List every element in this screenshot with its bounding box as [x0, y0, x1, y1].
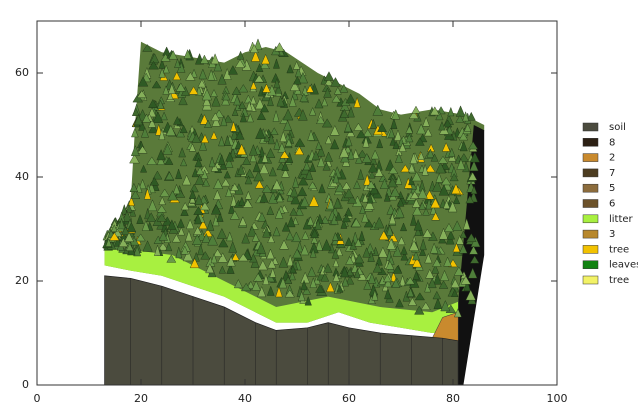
- legend-label: 7: [609, 168, 615, 179]
- x-tick-label: 100: [547, 392, 568, 405]
- tree-icon: [456, 106, 465, 117]
- chart: 0 20 40 60 80 100 0 20 40 60 soil 8 2 7 5 6 litter 3 tree…: [0, 0, 638, 407]
- legend-swatch: [583, 123, 598, 131]
- legend-label: 3: [609, 229, 615, 240]
- y-tick-label: 40: [15, 170, 29, 183]
- legend: soil 8 2 7 5 6 litter 3 tree leaves tree: [583, 122, 638, 286]
- scene: [103, 39, 485, 385]
- legend-swatch: [583, 261, 598, 269]
- x-tick-label: 80: [446, 392, 460, 405]
- legend-label: tree: [609, 244, 629, 255]
- tree-icon: [324, 72, 334, 81]
- legend-label: 8: [609, 137, 615, 148]
- legend-label: litter: [609, 214, 634, 225]
- legend-label: soil: [609, 122, 626, 133]
- x-tick-label: 60: [342, 392, 356, 405]
- legend-swatch: [583, 245, 598, 253]
- legend-swatch: [583, 200, 598, 208]
- legend-label: tree: [609, 275, 629, 286]
- legend-swatch: [583, 215, 598, 223]
- legend-label: 6: [609, 199, 615, 210]
- y-tick-label: 0: [22, 378, 29, 391]
- legend-swatch: [583, 169, 598, 177]
- y-tick-label: 60: [15, 66, 29, 79]
- x-tick-label: 20: [134, 392, 148, 405]
- legend-label: 2: [609, 153, 615, 164]
- legend-swatch: [583, 138, 598, 146]
- legend-label: 5: [609, 183, 615, 194]
- tree-icon: [412, 106, 420, 113]
- x-tick-label: 0: [34, 392, 41, 405]
- legend-label: leaves: [609, 260, 638, 271]
- legend-swatch: [583, 230, 598, 238]
- tree-icon: [448, 107, 454, 116]
- y-tick-label: 20: [15, 274, 29, 287]
- legend-swatch: [583, 276, 598, 284]
- legend-swatch: [583, 184, 598, 192]
- legend-swatch: [583, 154, 598, 162]
- x-tick-label: 40: [238, 392, 252, 405]
